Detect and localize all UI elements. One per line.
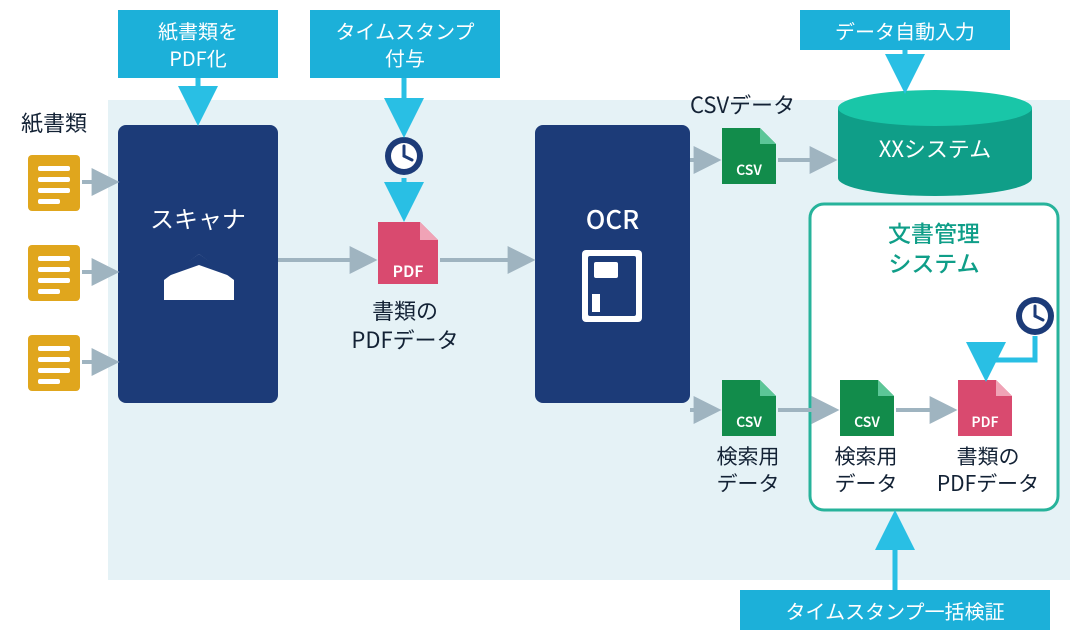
pdf-text-b: PDF [958, 412, 1012, 432]
label-dms: 文書管理 システム [810, 218, 1058, 278]
doc-icon-3 [28, 335, 80, 391]
diagram-stage: 紙書類を PDF化 タイムスタンプ 付与 データ自動入力 タイムスタンプ一括検証… [0, 0, 1080, 640]
label-csv-b1: 検索用 データ [700, 443, 796, 498]
label-csv-top: CSVデータ [690, 90, 850, 119]
doc-icon-2 [28, 245, 80, 301]
tag-pdfify: 紙書類を PDF化 [118, 10, 278, 78]
scanner-title: スキャナ [118, 200, 278, 235]
label-paper: 紙書類 [4, 108, 104, 137]
csv-text-b1: CSV [722, 412, 776, 432]
pdf-text-mid: PDF [378, 258, 438, 282]
tag-timestamp: タイムスタンプ 付与 [310, 10, 500, 78]
tag-batch: タイムスタンプ一括検証 [740, 590, 1050, 630]
tag-autoinput: データ自動入力 [800, 10, 1010, 50]
label-csv-b2: 検索用 データ [818, 443, 914, 498]
doc-icon-1 [28, 155, 80, 211]
csv-text-b2: CSV [840, 412, 894, 432]
label-system: XXシステム [838, 134, 1032, 163]
panel-bg [108, 100, 1070, 580]
label-pdfdata-mid: 書類の PDFデータ [335, 296, 475, 353]
ocr-title: OCR [535, 200, 690, 237]
csv-text-top: CSV [722, 160, 776, 180]
label-pdf-b: 書類の PDFデータ [928, 443, 1048, 498]
